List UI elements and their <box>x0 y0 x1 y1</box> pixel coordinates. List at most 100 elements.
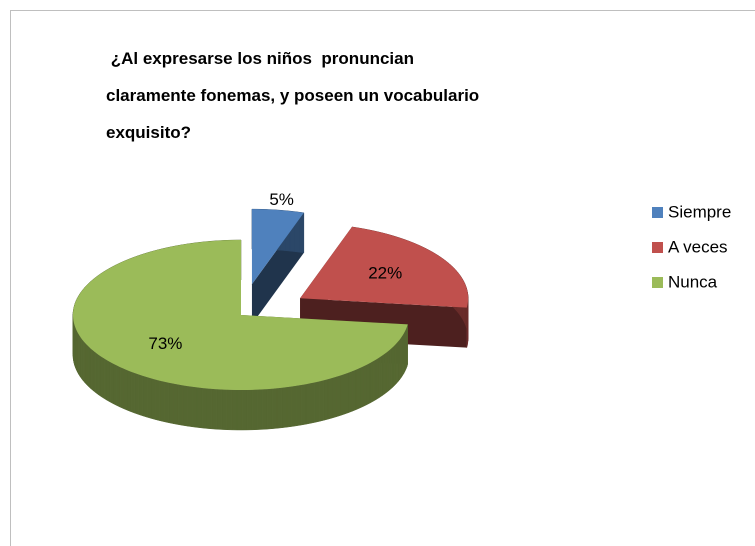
data-label: 5% <box>269 190 294 209</box>
slice-side <box>93 350 97 394</box>
slice-side <box>378 355 383 399</box>
slice-side <box>286 386 292 428</box>
legend-label: Siempre <box>668 202 731 221</box>
slice-side <box>231 389 238 431</box>
slice-side <box>271 387 278 429</box>
slice-side <box>216 388 223 430</box>
slice-side <box>151 378 156 420</box>
slice-side <box>319 379 325 422</box>
slice-side <box>134 372 140 415</box>
data-label: 73% <box>148 334 182 353</box>
slice-side <box>116 365 121 408</box>
slice-side <box>340 373 346 416</box>
slice-side <box>146 376 152 419</box>
slice-side <box>332 376 337 419</box>
slice-side <box>310 382 316 424</box>
slice-side <box>82 339 86 384</box>
slice-side <box>305 382 311 425</box>
slice-side <box>352 369 357 412</box>
slice-side <box>344 372 349 415</box>
slice-side <box>251 389 258 431</box>
slice-side <box>246 389 253 431</box>
slice-side <box>366 362 371 406</box>
slice-side <box>386 349 390 393</box>
slice-side <box>177 384 184 426</box>
chart-frame <box>10 10 755 546</box>
slice-side <box>182 385 188 427</box>
slice-side <box>206 388 213 430</box>
slice-side <box>113 363 117 406</box>
chart-title: ¿Al expresarse los niños pronuncian clar… <box>106 49 480 142</box>
slice-side <box>95 352 99 396</box>
slice-side <box>127 369 132 413</box>
slice-side <box>355 367 361 410</box>
slice-side <box>109 361 114 405</box>
slice-side <box>100 356 105 399</box>
slice-side <box>363 364 367 407</box>
legend-swatch <box>652 207 663 218</box>
pie-slice <box>300 226 469 308</box>
slice-side <box>391 345 395 389</box>
slice-side <box>384 351 388 395</box>
slice-side <box>261 388 268 430</box>
legend-label: A veces <box>668 237 728 256</box>
legend-swatch <box>652 277 663 288</box>
slice-side <box>375 357 380 400</box>
slice-side <box>466 305 468 348</box>
legend-label: Nunca <box>668 272 718 291</box>
slice-side <box>130 371 136 414</box>
slice-side <box>369 360 374 404</box>
slice-side <box>88 346 92 390</box>
slice-side <box>236 389 243 431</box>
slice-side <box>164 381 170 424</box>
slice-side <box>393 343 397 387</box>
slice-side <box>84 342 88 386</box>
slice-side <box>300 383 307 426</box>
slice-side <box>106 359 111 403</box>
slice-side <box>397 338 400 383</box>
data-label: 22% <box>368 264 402 283</box>
slice-side <box>221 389 228 430</box>
slice-side <box>256 389 263 430</box>
slice-side <box>372 359 377 402</box>
legend-swatch <box>652 242 663 253</box>
slice-side <box>187 385 193 428</box>
slice-side <box>155 379 161 422</box>
slice-side <box>348 370 353 413</box>
slice-side <box>192 386 198 428</box>
slice-side <box>389 347 393 391</box>
pie-slice <box>251 209 304 285</box>
pie-slice <box>73 240 408 390</box>
slice-side <box>103 357 108 401</box>
slice-side <box>336 375 341 417</box>
slice-side <box>168 382 174 424</box>
slice-side <box>98 354 102 398</box>
slice-side <box>123 368 128 411</box>
slice-side <box>314 381 320 423</box>
slice-side <box>86 344 90 388</box>
slice-side <box>201 387 208 429</box>
slice-side <box>211 388 218 430</box>
slice-side <box>381 353 385 397</box>
slice-side <box>266 388 273 430</box>
slice-side <box>296 384 302 427</box>
slice-side <box>142 375 148 418</box>
slice-side <box>173 383 179 425</box>
slice-side <box>159 380 165 423</box>
slice-side <box>281 386 288 429</box>
slice-side <box>327 377 333 420</box>
slice-side <box>226 389 233 431</box>
slice-side <box>196 387 203 429</box>
slice-side <box>359 366 364 409</box>
slice-side <box>299 211 305 254</box>
slice-side <box>119 366 124 410</box>
slice-side <box>90 348 94 392</box>
slice-side <box>241 389 248 431</box>
slice-side <box>323 378 329 421</box>
slice-side <box>395 341 399 385</box>
slice-side <box>291 385 297 427</box>
slice-side <box>276 387 283 429</box>
slice-side <box>138 374 144 417</box>
